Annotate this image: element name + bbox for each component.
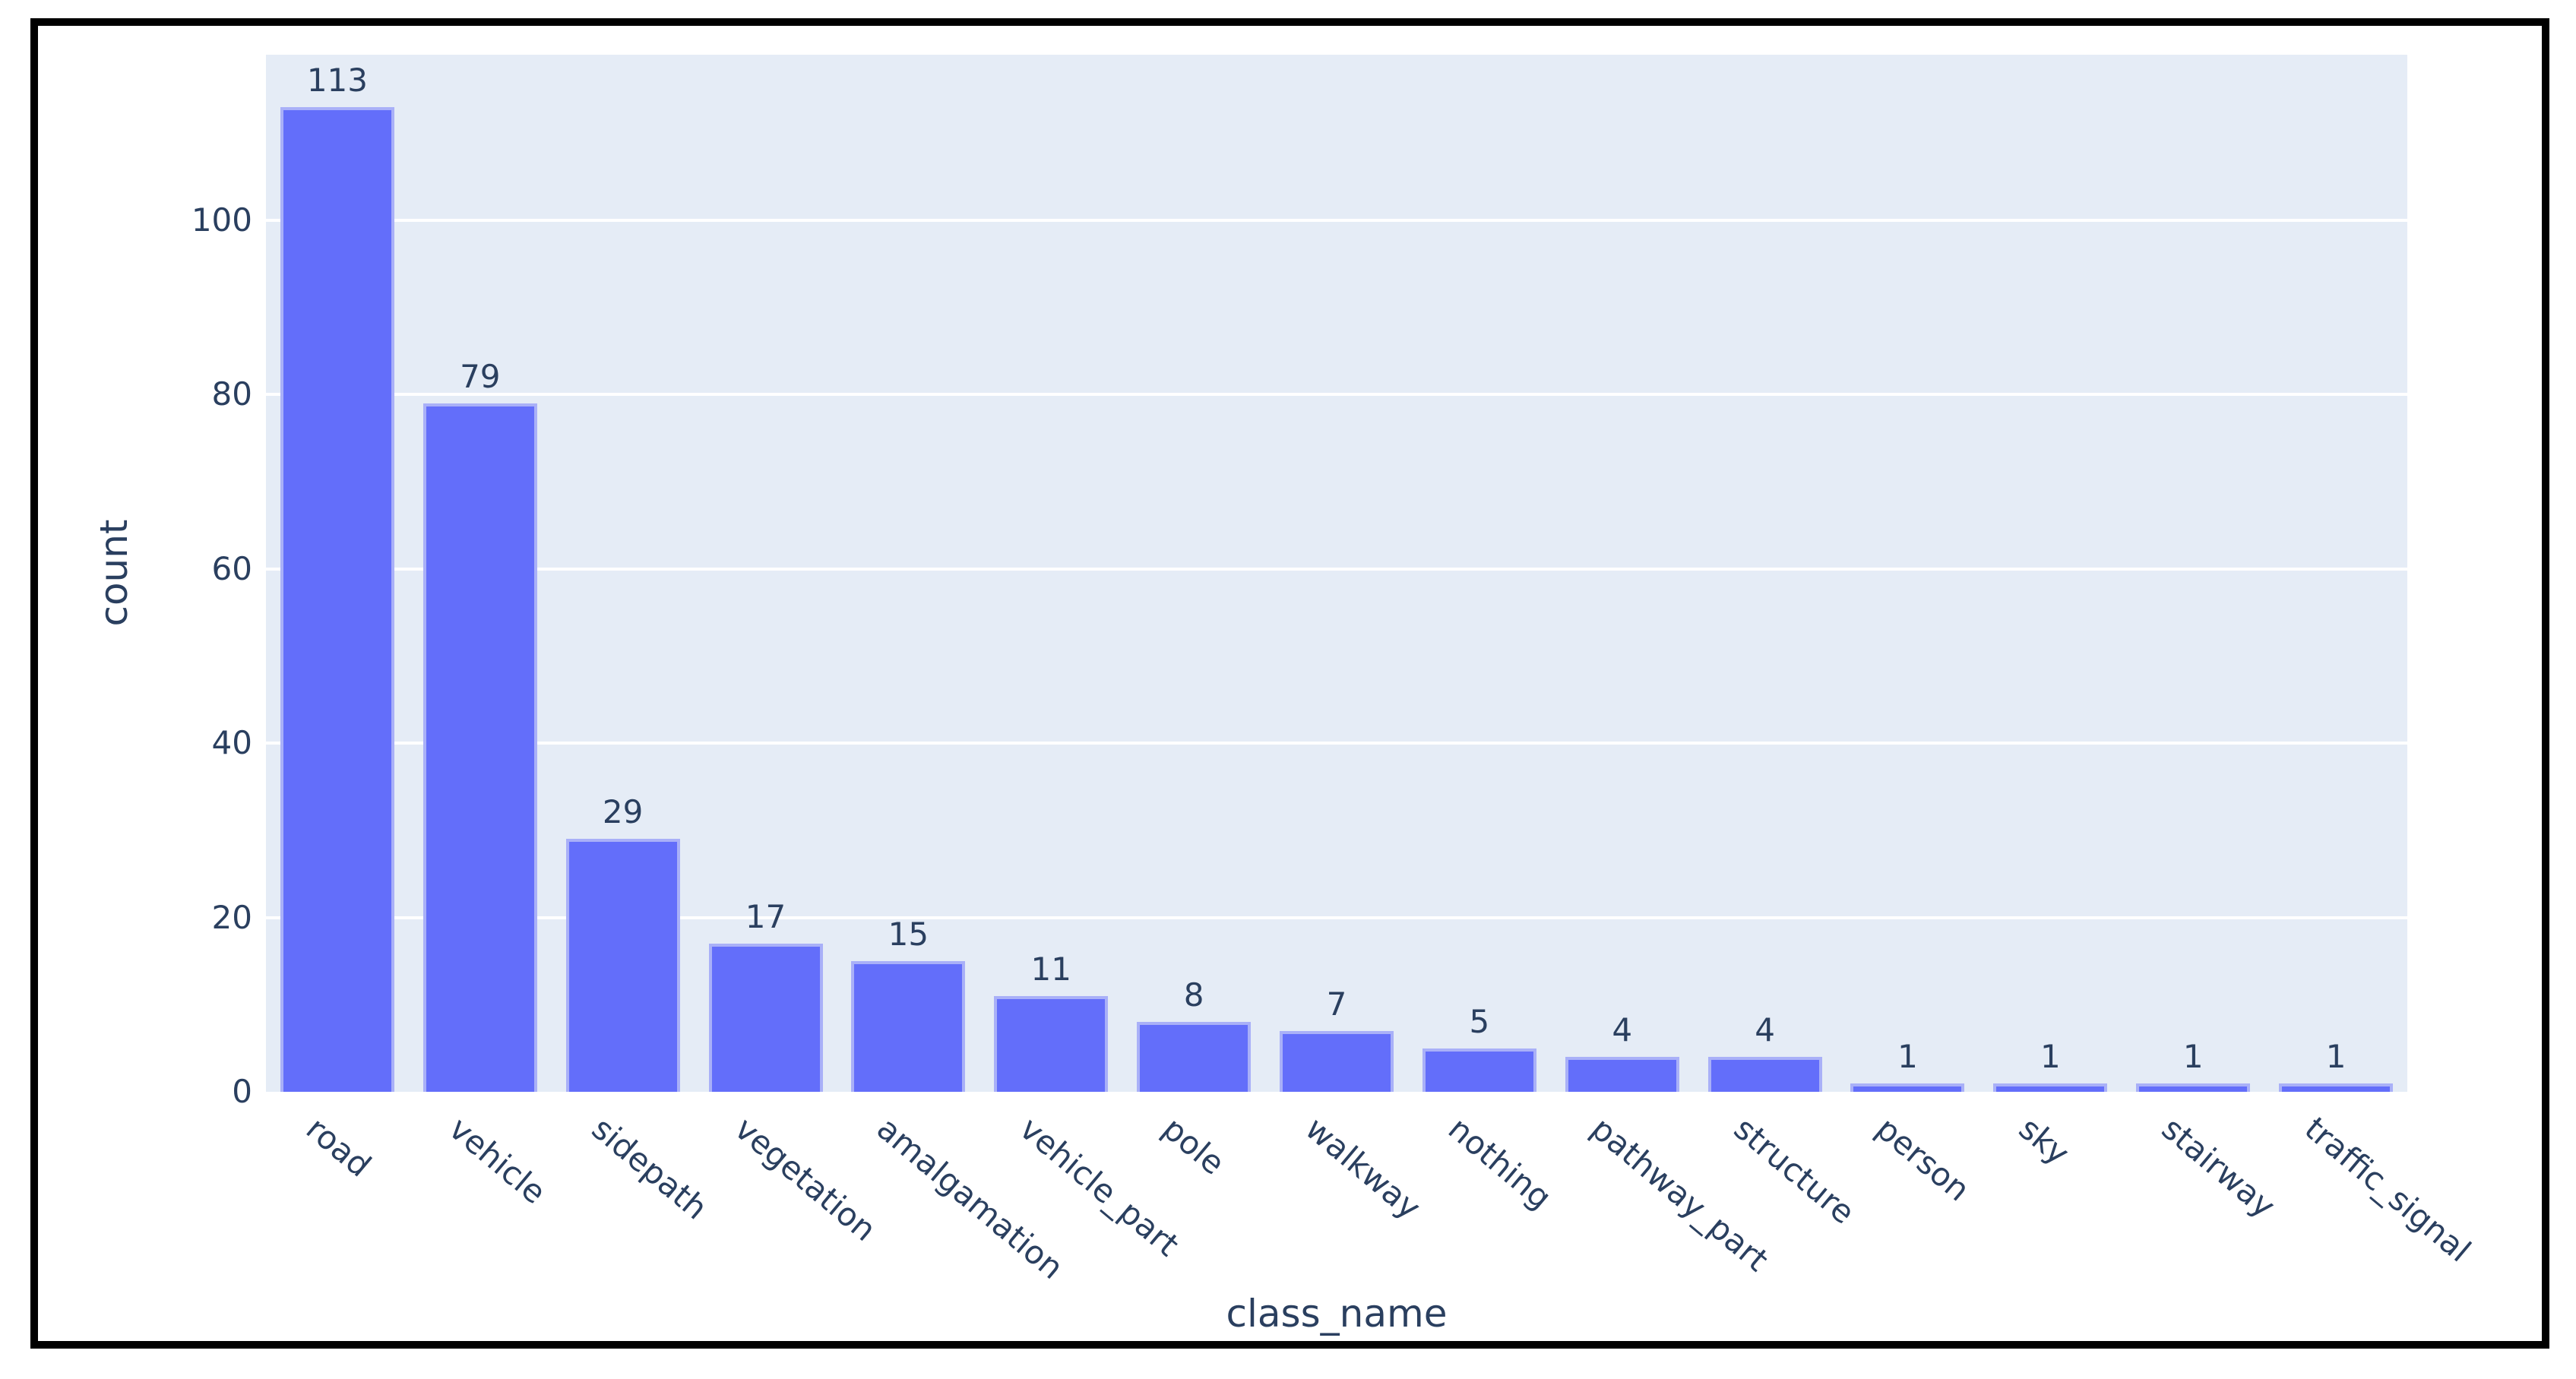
bar-value-label: 4 [1612,1011,1633,1049]
bar-value-label: 113 [306,61,369,99]
y-tick-label: 40 [211,724,252,762]
y-tick-label: 0 [232,1073,252,1110]
bar-value-label: 8 [1183,976,1204,1014]
bar-vehicle_part[interactable] [994,995,1109,1092]
bar-value-label: 1 [2182,1037,2204,1075]
gridline [266,567,2407,571]
bar-value-label: 15 [888,915,929,953]
gridline [266,218,2407,222]
bar-value-label: 4 [1755,1011,1775,1049]
bar-value-label: 79 [460,357,501,395]
bar-vehicle[interactable] [422,403,537,1092]
bar-structure[interactable] [1707,1057,1822,1092]
gridline [266,916,2407,919]
bar-pathway_part[interactable] [1565,1057,1679,1092]
bar-value-label: 11 [1030,950,1071,988]
y-tick-label: 20 [211,898,252,936]
bar-sidepath[interactable] [565,839,680,1092]
bar-value-label: 1 [2040,1037,2061,1075]
bar-value-label: 1 [2325,1037,2347,1075]
bar-person[interactable] [1850,1083,1965,1092]
y-axis-title: count [92,519,136,627]
bar-value-label: 1 [1897,1037,1918,1075]
y-tick-label: 60 [211,549,252,587]
y-tick-label: 100 [191,201,252,239]
y-tick-label: 80 [211,375,252,413]
bar-stairway[interactable] [2136,1083,2251,1092]
bar-value-label: 5 [1469,1002,1490,1040]
bar-traffic_signal[interactable] [2279,1083,2394,1092]
plot-area[interactable] [266,55,2407,1092]
bar-vegetation[interactable] [708,944,823,1092]
bar-sky[interactable] [1993,1083,2108,1092]
bar-value-label: 7 [1326,985,1347,1023]
bar-value-label: 17 [745,898,786,935]
bar-value-label: 29 [602,793,644,831]
bar-nothing[interactable] [1422,1048,1536,1092]
bar-walkway[interactable] [1280,1030,1394,1092]
bar-pole[interactable] [1137,1022,1252,1092]
bar-road[interactable] [280,106,394,1092]
bar-amalgamation[interactable] [851,960,966,1092]
x-axis-title: class_name [1226,1292,1448,1336]
gridline [266,393,2407,397]
gridline [266,742,2407,745]
